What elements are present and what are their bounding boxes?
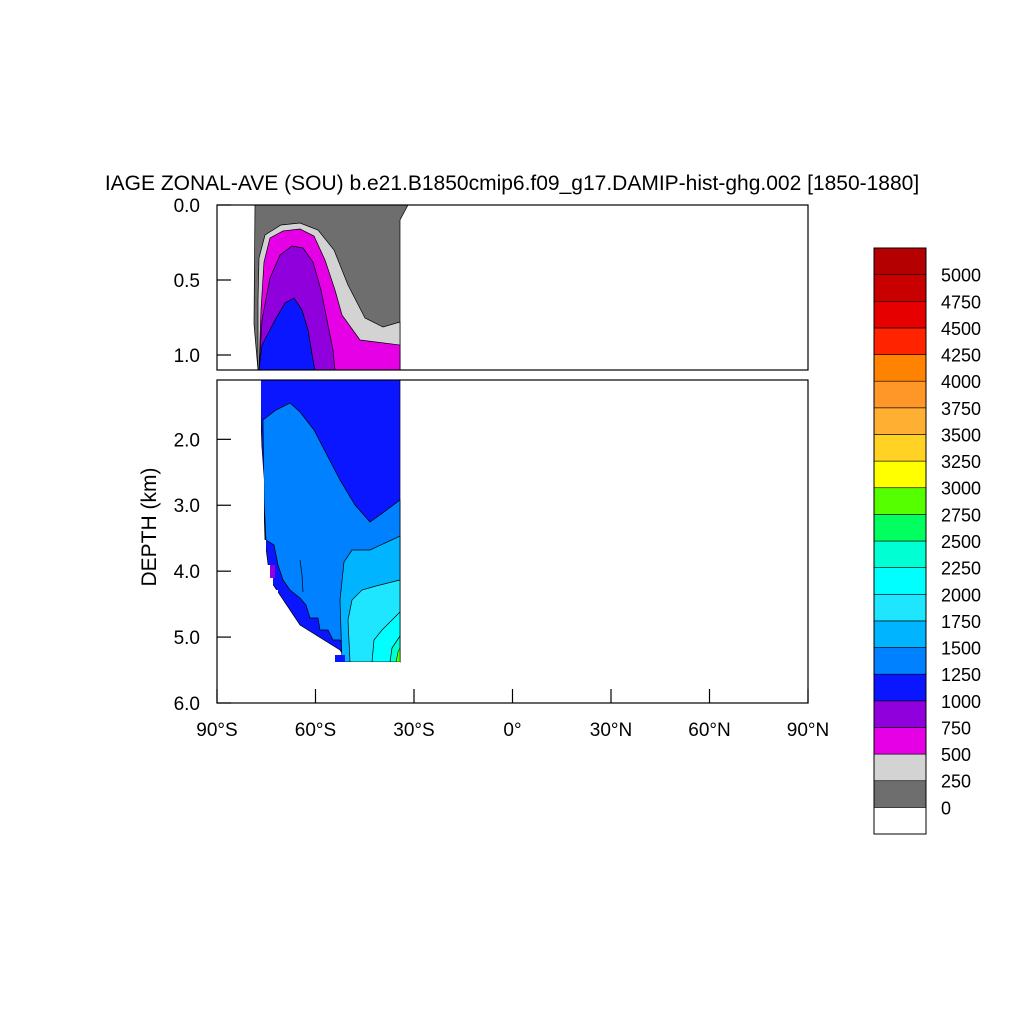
y-tick-label: 2.0 (174, 430, 200, 451)
y-tick-label: 0.0 (174, 196, 200, 217)
colorbar-label: 3500 (941, 425, 981, 445)
colorbar-label: 500 (941, 745, 971, 765)
colorbar-label: 3000 (941, 479, 981, 499)
colorbar-swatch (873, 407, 927, 435)
colorbar-swatch (873, 327, 927, 355)
upper-panel-frame (216, 204, 809, 371)
colorbar-swatch (873, 354, 927, 382)
lower-panel (216, 379, 809, 704)
colorbar-label: 2500 (941, 532, 981, 552)
axes: 90°S 60°S 30°S 0° 30°N 60°N 90°N 0.0 0.5 1.0 2.0 3.… (174, 196, 830, 741)
y-tick-label: 5.0 (174, 628, 200, 649)
x-tick-label: 60°N (688, 720, 730, 741)
y-tick-label: 0.5 (174, 271, 200, 292)
deep-purple-patch (270, 565, 275, 578)
colorbar-swatch (873, 460, 927, 489)
colorbar-swatch (873, 727, 927, 755)
x-tick-label: 30°S (393, 720, 434, 741)
colorbar-label: 4250 (941, 346, 981, 366)
colorbar-frame (873, 247, 927, 835)
colorbar-swatch (873, 540, 927, 568)
x-tick-label: 0° (503, 720, 521, 741)
colorbar-swatch (873, 247, 927, 275)
colorbar-label: 5000 (941, 266, 981, 286)
colorbar-label: 1250 (941, 665, 981, 685)
contour-band-1250 (258, 297, 316, 370)
colorbar-swatch (873, 514, 927, 542)
colorbar-swatch (873, 380, 927, 409)
colorbar-label: 1000 (941, 692, 981, 712)
y-tick-label: 3.0 (174, 496, 200, 517)
deep-blue-patch (335, 655, 345, 662)
x-tick-label: 90°S (196, 720, 237, 741)
colorbar-label: 4750 (941, 292, 981, 312)
colorbar-swatch (873, 807, 927, 835)
colorbar-swatch (873, 487, 927, 515)
colorbar-label: 1500 (941, 639, 981, 659)
colorbar-swatch (873, 647, 927, 675)
colorbar-swatch (873, 700, 927, 728)
colorbar-label: 750 (941, 718, 971, 738)
contour-line-1500-west (299, 559, 304, 593)
colorbar-swatch (873, 673, 927, 702)
upper-panel (216, 204, 809, 371)
y-tick-label: 6.0 (174, 694, 200, 715)
colorbar-label: 2750 (941, 505, 981, 525)
y-tick-label: 4.0 (174, 562, 200, 583)
x-tick-label: 30°N (590, 720, 632, 741)
colorbar-label: 1750 (941, 612, 981, 632)
colorbar-label: 2250 (941, 559, 981, 579)
colorbar-swatch (873, 300, 927, 329)
colorbar-swatch (873, 593, 927, 622)
colorbar-label: 250 (941, 772, 971, 792)
colorbar-label: 4000 (941, 372, 981, 392)
colorbar-swatch (873, 753, 927, 782)
colorbar-label: 4500 (941, 319, 981, 339)
colorbar: 0 250 500 750 1000 1250 1500 1750 2000 2250 2500 27… (873, 247, 981, 835)
x-tick-label: 60°S (295, 720, 336, 741)
colorbar-swatch (873, 274, 927, 302)
colorbar-label: 3250 (941, 452, 981, 472)
colorbar-swatch (873, 620, 927, 648)
upper-contours (253, 205, 409, 370)
colorbar-label: 2000 (941, 585, 981, 605)
x-tick-label: 90°N (787, 720, 829, 741)
y-axis-label: DEPTH (km) (138, 468, 161, 587)
lower-contours (217, 380, 401, 703)
colorbar-swatch (873, 567, 927, 595)
chart-title: IAGE ZONAL-AVE (SOU) b.e21.B1850cmip6.f0… (105, 172, 919, 195)
colorbar-label: 0 (941, 798, 951, 818)
colorbar-swatch (873, 780, 927, 808)
colorbar-swatch (873, 434, 927, 462)
topography-mask (217, 380, 400, 703)
colorbar-label: 3750 (941, 399, 981, 419)
y-tick-label: 1.0 (174, 346, 200, 367)
